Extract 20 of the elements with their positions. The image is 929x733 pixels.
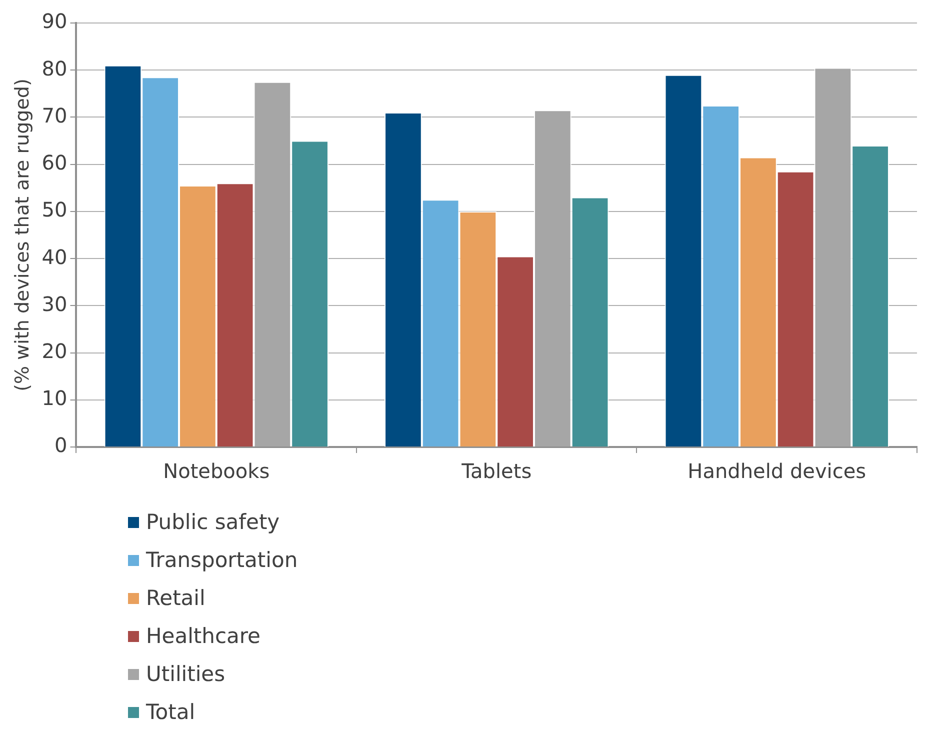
legend-label: Transportation xyxy=(146,548,298,572)
x-tick-label: Handheld devices xyxy=(688,459,866,484)
legend-label: Public safety xyxy=(146,510,280,534)
x-tick-label: Notebooks xyxy=(163,459,270,484)
y-tick-label: 40 xyxy=(42,244,68,269)
y-tick-label: 60 xyxy=(42,150,68,175)
y-tick-label: 50 xyxy=(42,198,68,222)
legend-label: Retail xyxy=(146,586,206,610)
y-axis-title: (% with devices that are rugged) xyxy=(11,78,34,392)
y-tick-label: 10 xyxy=(42,386,68,410)
y-tick-label: 0 xyxy=(54,433,68,458)
y-tick-label: 20 xyxy=(42,338,68,363)
x-tick-label: Tablets xyxy=(460,459,532,484)
y-tick-label: 90 xyxy=(42,9,68,34)
legend-label: Utilities xyxy=(146,662,226,686)
y-tick-label: 80 xyxy=(42,56,68,80)
y-tick-label: 70 xyxy=(42,103,68,128)
y-tick-label: 30 xyxy=(42,292,68,316)
legend-label: Healthcare xyxy=(146,624,260,648)
legend-label: Total xyxy=(146,700,196,724)
